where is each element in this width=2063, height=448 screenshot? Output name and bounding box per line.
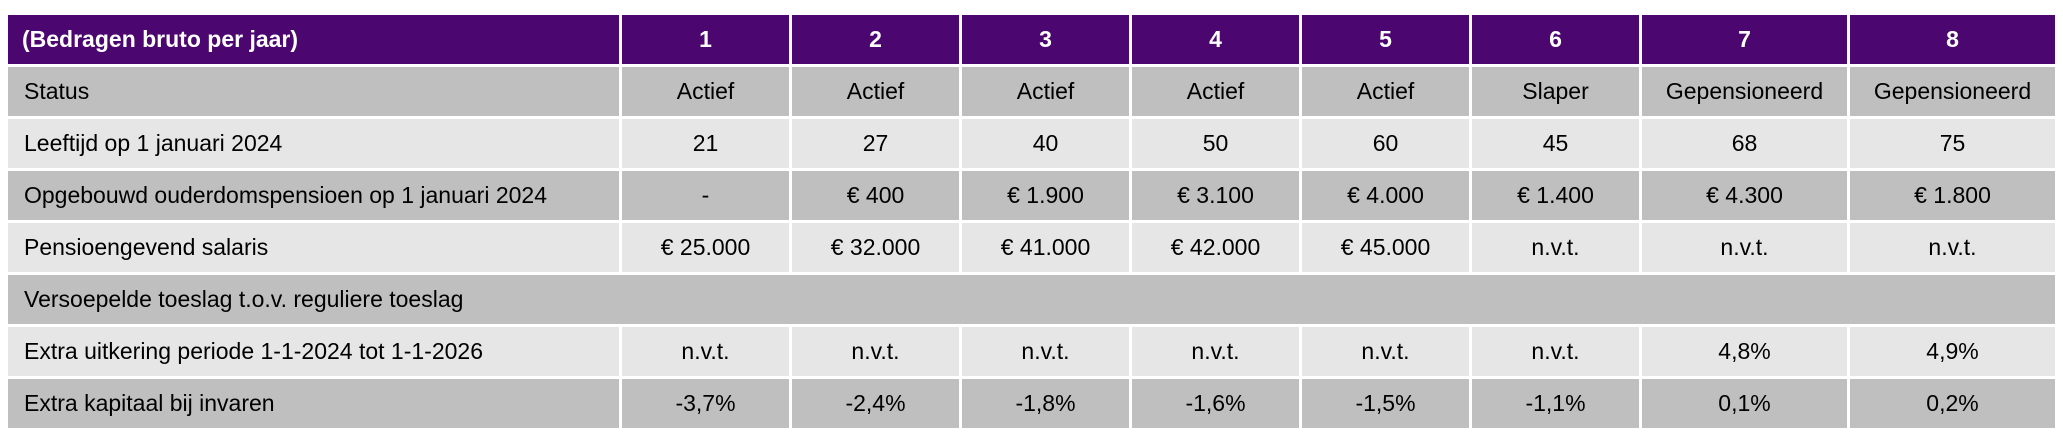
table-row-age: Leeftijd op 1 januari 2024 21 27 40 50 6… bbox=[5, 116, 2058, 171]
table-row-salary: Pensioengevend salaris € 25.000 € 32.000… bbox=[5, 220, 2058, 275]
table-cell: 0,2% bbox=[1847, 376, 2058, 431]
table-cell: n.v.t. bbox=[619, 324, 792, 379]
table-cell: n.v.t. bbox=[1847, 220, 2058, 275]
table-cell: € 4.000 bbox=[1299, 168, 1472, 223]
table-cell: -1,6% bbox=[1129, 376, 1302, 431]
table-cell: 45 bbox=[1469, 116, 1642, 171]
table-header-row: (Bedragen bruto per jaar) 1 2 3 4 5 6 7 … bbox=[5, 12, 2058, 67]
table-cell: -1,1% bbox=[1469, 376, 1642, 431]
table-cell: n.v.t. bbox=[789, 324, 962, 379]
header-column-1: 1 bbox=[619, 12, 792, 67]
table-cell: € 400 bbox=[789, 168, 962, 223]
table-cell: Actief bbox=[1129, 64, 1302, 119]
table-cell: n.v.t. bbox=[1639, 220, 1850, 275]
table-row-extra-capital: Extra kapitaal bij invaren -3,7% -2,4% -… bbox=[5, 376, 2058, 431]
table-cell: 4,8% bbox=[1639, 324, 1850, 379]
section-label: Versoepelde toeslag t.o.v. reguliere toe… bbox=[5, 272, 2058, 327]
table-cell: Actief bbox=[1299, 64, 1472, 119]
row-label: Status bbox=[5, 64, 622, 119]
header-column-5: 5 bbox=[1299, 12, 1472, 67]
header-column-7: 7 bbox=[1639, 12, 1850, 67]
row-label: Opgebouwd ouderdomspensioen op 1 januari… bbox=[5, 168, 622, 223]
table-cell: Gepensioneerd bbox=[1847, 64, 2058, 119]
pension-table: (Bedragen bruto per jaar) 1 2 3 4 5 6 7 … bbox=[5, 12, 2058, 431]
table-cell: 21 bbox=[619, 116, 792, 171]
table-row-accrued-pension: Opgebouwd ouderdomspensioen op 1 januari… bbox=[5, 168, 2058, 223]
table-cell: n.v.t. bbox=[1129, 324, 1302, 379]
table-cell: n.v.t. bbox=[959, 324, 1132, 379]
table-cell: € 45.000 bbox=[1299, 220, 1472, 275]
table-cell: 40 bbox=[959, 116, 1132, 171]
row-label: Pensioengevend salaris bbox=[5, 220, 622, 275]
table-cell: n.v.t. bbox=[1469, 220, 1642, 275]
table-cell: n.v.t. bbox=[1469, 324, 1642, 379]
header-column-2: 2 bbox=[789, 12, 962, 67]
table-cell: - bbox=[619, 168, 792, 223]
table-section-row: Versoepelde toeslag t.o.v. reguliere toe… bbox=[5, 272, 2058, 327]
table-cell: 50 bbox=[1129, 116, 1302, 171]
row-label: Extra uitkering periode 1-1-2024 tot 1-1… bbox=[5, 324, 622, 379]
header-column-6: 6 bbox=[1469, 12, 1642, 67]
table-cell: € 4.300 bbox=[1639, 168, 1850, 223]
header-column-4: 4 bbox=[1129, 12, 1302, 67]
table-cell: 68 bbox=[1639, 116, 1850, 171]
table-cell: Slaper bbox=[1469, 64, 1642, 119]
table-cell: Actief bbox=[959, 64, 1132, 119]
table-cell: € 3.100 bbox=[1129, 168, 1302, 223]
table-cell: € 1.800 bbox=[1847, 168, 2058, 223]
table-cell: € 32.000 bbox=[789, 220, 962, 275]
row-label: Leeftijd op 1 januari 2024 bbox=[5, 116, 622, 171]
table-cell: 27 bbox=[789, 116, 962, 171]
table-cell: € 1.400 bbox=[1469, 168, 1642, 223]
table-cell: 75 bbox=[1847, 116, 2058, 171]
table-cell: € 42.000 bbox=[1129, 220, 1302, 275]
table-cell: -1,5% bbox=[1299, 376, 1472, 431]
table-cell: € 1.900 bbox=[959, 168, 1132, 223]
row-label: Extra kapitaal bij invaren bbox=[5, 376, 622, 431]
header-label: (Bedragen bruto per jaar) bbox=[5, 12, 622, 67]
table-row-extra-benefit: Extra uitkering periode 1-1-2024 tot 1-1… bbox=[5, 324, 2058, 379]
table-cell: -2,4% bbox=[789, 376, 962, 431]
table-row-status: Status Actief Actief Actief Actief Actie… bbox=[5, 64, 2058, 119]
header-column-3: 3 bbox=[959, 12, 1132, 67]
table-cell: -1,8% bbox=[959, 376, 1132, 431]
table-cell: € 41.000 bbox=[959, 220, 1132, 275]
header-column-8: 8 bbox=[1847, 12, 2058, 67]
table-cell: Actief bbox=[789, 64, 962, 119]
table-cell: € 25.000 bbox=[619, 220, 792, 275]
table-cell: n.v.t. bbox=[1299, 324, 1472, 379]
table-cell: Actief bbox=[619, 64, 792, 119]
table-cell: Gepensioneerd bbox=[1639, 64, 1850, 119]
table-cell: 0,1% bbox=[1639, 376, 1850, 431]
table-cell: 4,9% bbox=[1847, 324, 2058, 379]
table-cell: -3,7% bbox=[619, 376, 792, 431]
table-cell: 60 bbox=[1299, 116, 1472, 171]
